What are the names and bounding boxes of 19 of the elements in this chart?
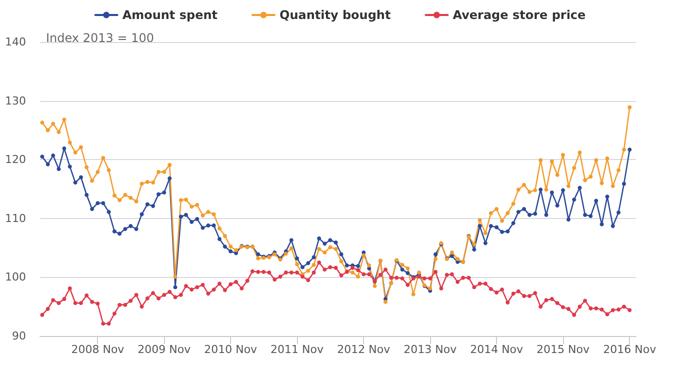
x-tick-label: 2015 Nov [536, 343, 590, 356]
x-tick-label: 2016 Nov [603, 343, 657, 356]
x-tick-label: 2013 Nov [404, 343, 458, 356]
legend-label: Amount spent [122, 8, 218, 22]
x-tick-label: 2008 Nov [71, 343, 125, 356]
legend-label: Quantity bought [280, 8, 391, 22]
y-tick-label: 130 [5, 94, 26, 108]
x-tick-label: 2011 Nov [270, 343, 324, 356]
x-tick-label: 2010 Nov [204, 343, 258, 356]
x-tick-label: 2012 Nov [337, 343, 391, 356]
annotation: Index 2013 = 100 [46, 31, 154, 45]
x-tick-label: 2009 Nov [138, 343, 192, 356]
y-tick-label: 120 [5, 153, 26, 166]
y-tick-label: 100 [5, 270, 26, 284]
x-tick-label: 2014 Nov [470, 343, 524, 356]
y-tick-label: 110 [5, 212, 26, 225]
y-tick-label: 140 [5, 36, 26, 48]
y-tick-label: 90 [12, 330, 26, 342]
legend-label: Average store price [452, 8, 586, 22]
